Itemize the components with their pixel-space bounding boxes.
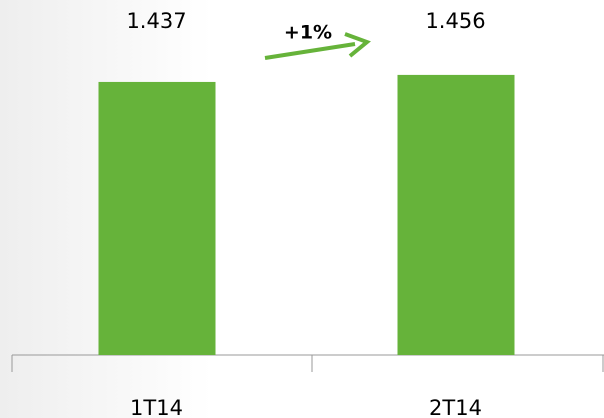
- bar: [397, 74, 515, 355]
- growth-annotation: +1%: [284, 22, 332, 44]
- x-tick-label: 1T14: [130, 396, 183, 418]
- bar: [98, 81, 216, 355]
- x-tick-label: 2T14: [429, 396, 482, 418]
- value-label: 1.437: [126, 9, 186, 33]
- growth-arrow-head: [344, 32, 371, 58]
- growth-arrow: [264, 42, 356, 60]
- value-label: 1.456: [425, 9, 485, 33]
